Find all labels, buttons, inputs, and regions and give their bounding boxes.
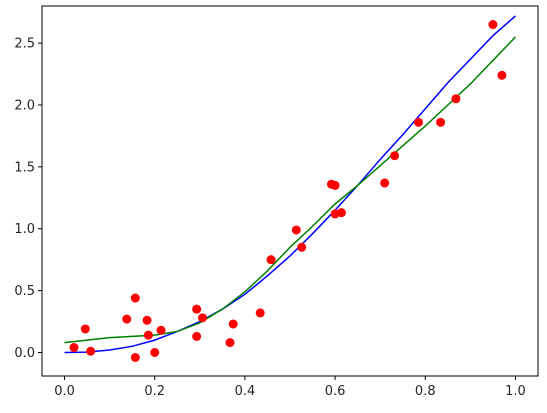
axes-frame bbox=[41, 5, 539, 377]
data-point bbox=[497, 70, 507, 80]
data-point bbox=[414, 117, 424, 127]
data-point bbox=[143, 330, 153, 340]
data-point bbox=[122, 314, 132, 324]
data-point bbox=[255, 308, 265, 318]
data-point bbox=[330, 180, 340, 190]
data-point bbox=[291, 225, 301, 235]
x-tick-label: 0.4 bbox=[235, 384, 256, 399]
x-tick-label: 1.0 bbox=[505, 384, 526, 399]
y-tick-label: 2.0 bbox=[14, 98, 35, 113]
series-line-2 bbox=[64, 36, 516, 344]
data-point bbox=[488, 20, 498, 30]
x-axis: 0.0 0.2 0.4 0.6 0.8 1.0 bbox=[54, 376, 526, 399]
x-tick-label: 0.0 bbox=[54, 384, 75, 399]
data-point bbox=[436, 117, 446, 127]
data-point bbox=[297, 242, 307, 252]
y-tick-label: 2.5 bbox=[14, 37, 35, 52]
data-point bbox=[266, 255, 276, 265]
series-layer bbox=[64, 15, 516, 362]
data-point bbox=[86, 346, 96, 356]
data-point bbox=[198, 313, 208, 323]
data-point bbox=[142, 315, 152, 325]
y-axis: 0.0 0.5 1.0 1.5 2.0 2.5 bbox=[14, 37, 42, 361]
data-point bbox=[390, 151, 400, 161]
x-tick-label: 0.8 bbox=[415, 384, 436, 399]
data-point bbox=[225, 338, 235, 348]
data-point bbox=[380, 178, 390, 188]
data-point bbox=[451, 94, 461, 104]
y-tick-label: 1.5 bbox=[14, 160, 35, 175]
x-tick-label: 0.6 bbox=[325, 384, 346, 399]
series-line-1 bbox=[64, 15, 516, 354]
y-tick-label: 0.5 bbox=[14, 284, 35, 299]
data-point bbox=[130, 352, 140, 362]
y-tick-label: 1.0 bbox=[14, 222, 35, 237]
data-point bbox=[80, 324, 90, 334]
data-point bbox=[130, 293, 140, 303]
data-point bbox=[336, 208, 346, 218]
data-point bbox=[156, 325, 166, 335]
data-point bbox=[69, 343, 79, 353]
data-point bbox=[228, 319, 238, 329]
y-tick-label: 0.0 bbox=[14, 346, 35, 361]
data-point bbox=[192, 331, 202, 341]
data-point bbox=[192, 304, 202, 314]
data-point bbox=[150, 347, 160, 357]
x-tick-label: 0.2 bbox=[144, 384, 165, 399]
axes-background bbox=[42, 6, 538, 376]
